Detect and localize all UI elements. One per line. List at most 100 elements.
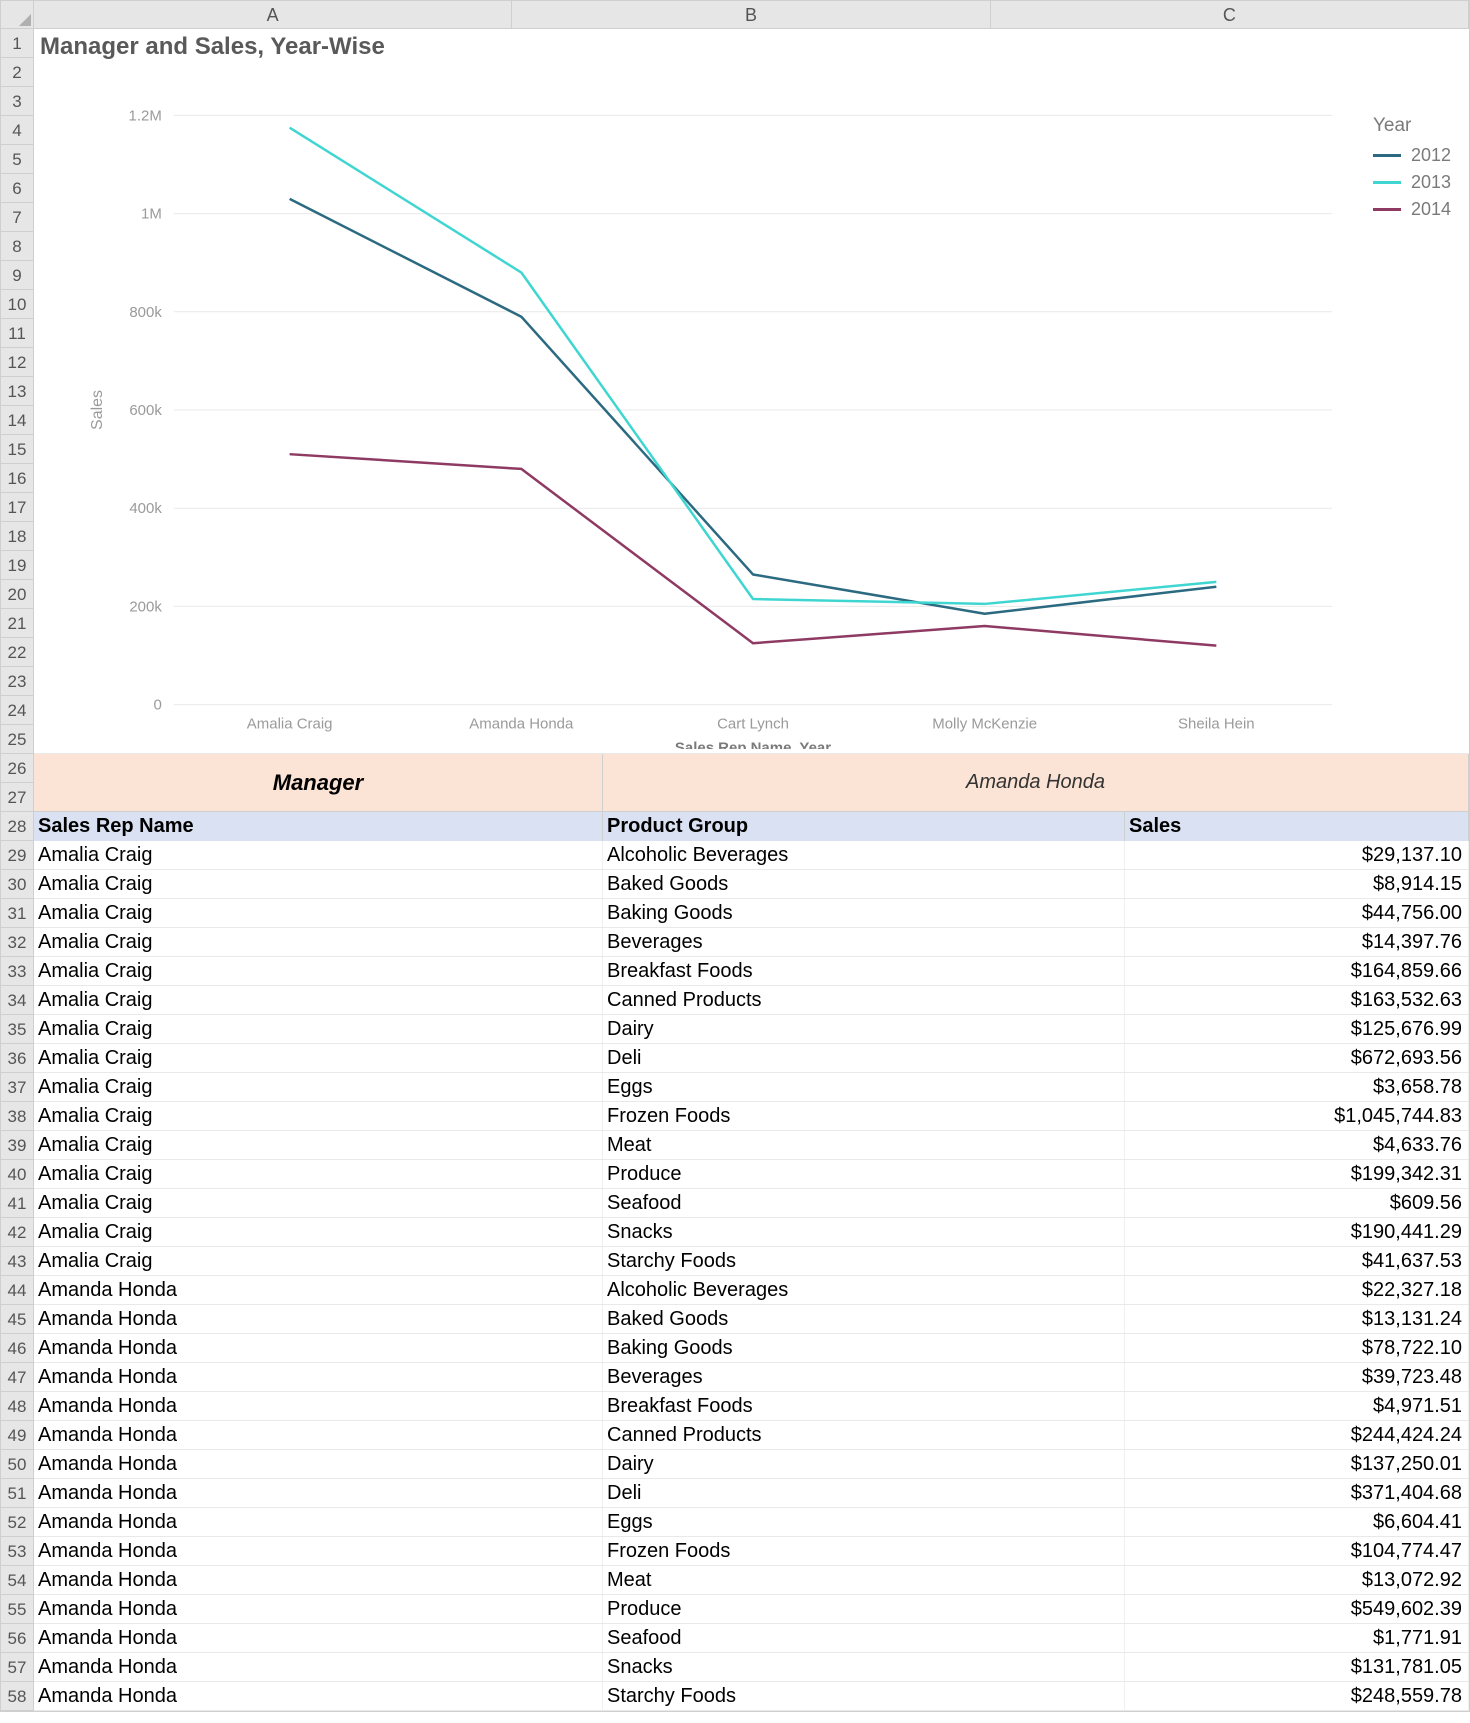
cell-sales-rep[interactable]: Amanda Honda — [34, 1363, 603, 1391]
table-row[interactable]: Amalia CraigFrozen Foods$1,045,744.83 — [34, 1102, 1469, 1131]
row-header[interactable]: 39 — [1, 1131, 34, 1160]
cell-sales-rep[interactable]: Amalia Craig — [34, 986, 603, 1014]
row-header[interactable]: 45 — [1, 1305, 34, 1334]
cell-sales-rep[interactable]: Amanda Honda — [34, 1682, 603, 1710]
cell-sales[interactable]: $549,602.39 — [1125, 1595, 1469, 1623]
table-row[interactable]: Amalia CraigEggs$3,658.78 — [34, 1073, 1469, 1102]
row-header[interactable]: 14 — [1, 406, 34, 435]
column-header-a[interactable]: A — [34, 1, 512, 29]
row-header[interactable]: 25 — [1, 725, 34, 754]
row-header[interactable]: 56 — [1, 1624, 34, 1653]
table-row[interactable]: Amalia CraigProduce$199,342.31 — [34, 1160, 1469, 1189]
row-header[interactable]: 18 — [1, 522, 34, 551]
cell-product-group[interactable]: Snacks — [603, 1653, 1125, 1681]
table-row[interactable]: Amalia CraigBaking Goods$44,756.00 — [34, 899, 1469, 928]
cell-sales-rep[interactable]: Amalia Craig — [34, 1073, 603, 1101]
cell-sales[interactable]: $13,131.24 — [1125, 1305, 1469, 1333]
table-row[interactable]: Amanda HondaBaking Goods$78,722.10 — [34, 1334, 1469, 1363]
row-header[interactable]: 29 — [1, 841, 34, 870]
table-row[interactable]: Amalia CraigStarchy Foods$41,637.53 — [34, 1247, 1469, 1276]
cell-sales-rep[interactable]: Amalia Craig — [34, 1015, 603, 1043]
row-header[interactable]: 19 — [1, 551, 34, 580]
cell-product-group[interactable]: Baked Goods — [603, 1305, 1125, 1333]
row-header[interactable]: 6 — [1, 174, 34, 203]
table-row[interactable]: Amanda HondaSnacks$131,781.05 — [34, 1653, 1469, 1682]
legend-item-2013[interactable]: 2013 — [1373, 172, 1451, 193]
cell-sales[interactable]: $164,859.66 — [1125, 957, 1469, 985]
table-row[interactable]: Amanda HondaBeverages$39,723.48 — [34, 1363, 1469, 1392]
cell-sales-rep[interactable]: Amalia Craig — [34, 928, 603, 956]
column-header-c[interactable]: C — [991, 1, 1469, 29]
cell-sales[interactable]: $248,559.78 — [1125, 1682, 1469, 1710]
cell-product-group[interactable]: Starchy Foods — [603, 1247, 1125, 1275]
row-header[interactable]: 32 — [1, 928, 34, 957]
cell-sales-rep[interactable]: Amalia Craig — [34, 1189, 603, 1217]
table-row[interactable]: Amanda HondaDeli$371,404.68 — [34, 1479, 1469, 1508]
cell-product-group[interactable]: Meat — [603, 1131, 1125, 1159]
row-header[interactable]: 54 — [1, 1566, 34, 1595]
table-row[interactable]: Amalia CraigAlcoholic Beverages$29,137.1… — [34, 841, 1469, 870]
cell-sales[interactable]: $4,633.76 — [1125, 1131, 1469, 1159]
cell-product-group[interactable]: Seafood — [603, 1624, 1125, 1652]
cell-sales-rep[interactable]: Amalia Craig — [34, 1131, 603, 1159]
row-header[interactable]: 57 — [1, 1653, 34, 1682]
cell-product-group[interactable]: Baking Goods — [603, 899, 1125, 927]
table-row[interactable]: Amalia CraigDeli$672,693.56 — [34, 1044, 1469, 1073]
row-header[interactable]: 31 — [1, 899, 34, 928]
cell-product-group[interactable]: Seafood — [603, 1189, 1125, 1217]
table-row[interactable]: Amanda HondaCanned Products$244,424.24 — [34, 1421, 1469, 1450]
table-row[interactable]: Amanda HondaBreakfast Foods$4,971.51 — [34, 1392, 1469, 1421]
cell-sales[interactable]: $78,722.10 — [1125, 1334, 1469, 1362]
row-header[interactable]: 34 — [1, 986, 34, 1015]
cell-sales-rep[interactable]: Amanda Honda — [34, 1334, 603, 1362]
table-header-cell[interactable]: Product Group — [603, 812, 1125, 841]
row-header[interactable]: 36 — [1, 1044, 34, 1073]
table-row[interactable]: Amalia CraigBeverages$14,397.76 — [34, 928, 1469, 957]
cell-sales-rep[interactable]: Amanda Honda — [34, 1392, 603, 1420]
row-header[interactable]: 42 — [1, 1218, 34, 1247]
cell-sales[interactable]: $131,781.05 — [1125, 1653, 1469, 1681]
row-header[interactable]: 51 — [1, 1479, 34, 1508]
cell-sales[interactable]: $104,774.47 — [1125, 1537, 1469, 1565]
row-header[interactable]: 17 — [1, 493, 34, 522]
table-row[interactable]: Amalia CraigMeat$4,633.76 — [34, 1131, 1469, 1160]
cell-product-group[interactable]: Beverages — [603, 928, 1125, 956]
cell-sales[interactable]: $609.56 — [1125, 1189, 1469, 1217]
cell-sales-rep[interactable]: Amanda Honda — [34, 1276, 603, 1304]
row-header[interactable]: 9 — [1, 261, 34, 290]
row-header[interactable]: 20 — [1, 580, 34, 609]
cell-sales-rep[interactable]: Amanda Honda — [34, 1624, 603, 1652]
row-header[interactable]: 46 — [1, 1334, 34, 1363]
cell-sales[interactable]: $4,971.51 — [1125, 1392, 1469, 1420]
cell-sales[interactable]: $244,424.24 — [1125, 1421, 1469, 1449]
row-header[interactable]: 8 — [1, 232, 34, 261]
cell-sales-rep[interactable]: Amalia Craig — [34, 1102, 603, 1130]
cell-sales-rep[interactable]: Amalia Craig — [34, 841, 603, 869]
cell-product-group[interactable]: Eggs — [603, 1508, 1125, 1536]
cell-sales[interactable]: $14,397.76 — [1125, 928, 1469, 956]
cell-product-group[interactable]: Beverages — [603, 1363, 1125, 1391]
table-row[interactable]: Amalia CraigBreakfast Foods$164,859.66 — [34, 957, 1469, 986]
row-header[interactable]: 12 — [1, 348, 34, 377]
cell-product-group[interactable]: Snacks — [603, 1218, 1125, 1246]
row-header[interactable]: 21 — [1, 609, 34, 638]
table-row[interactable]: Amanda HondaSeafood$1,771.91 — [34, 1624, 1469, 1653]
row-header[interactable]: 1 — [1, 29, 34, 58]
cell-sales[interactable]: $137,250.01 — [1125, 1450, 1469, 1478]
table-row[interactable]: Amanda HondaFrozen Foods$104,774.47 — [34, 1537, 1469, 1566]
cell-sales[interactable]: $163,532.63 — [1125, 986, 1469, 1014]
cell-sales[interactable]: $1,045,744.83 — [1125, 1102, 1469, 1130]
row-header[interactable]: 13 — [1, 377, 34, 406]
row-header[interactable]: 27 — [1, 783, 34, 812]
row-header[interactable]: 41 — [1, 1189, 34, 1218]
cell-sales-rep[interactable]: Amanda Honda — [34, 1537, 603, 1565]
cell-sales[interactable]: $22,327.18 — [1125, 1276, 1469, 1304]
row-header[interactable]: 3 — [1, 87, 34, 116]
cell-sales[interactable]: $199,342.31 — [1125, 1160, 1469, 1188]
row-header[interactable]: 28 — [1, 812, 34, 841]
table-row[interactable]: Amanda HondaEggs$6,604.41 — [34, 1508, 1469, 1537]
cell-product-group[interactable]: Frozen Foods — [603, 1102, 1125, 1130]
cell-sales-rep[interactable]: Amalia Craig — [34, 1247, 603, 1275]
table-row[interactable]: Amanda HondaAlcoholic Beverages$22,327.1… — [34, 1276, 1469, 1305]
cell-sales[interactable]: $13,072.92 — [1125, 1566, 1469, 1594]
